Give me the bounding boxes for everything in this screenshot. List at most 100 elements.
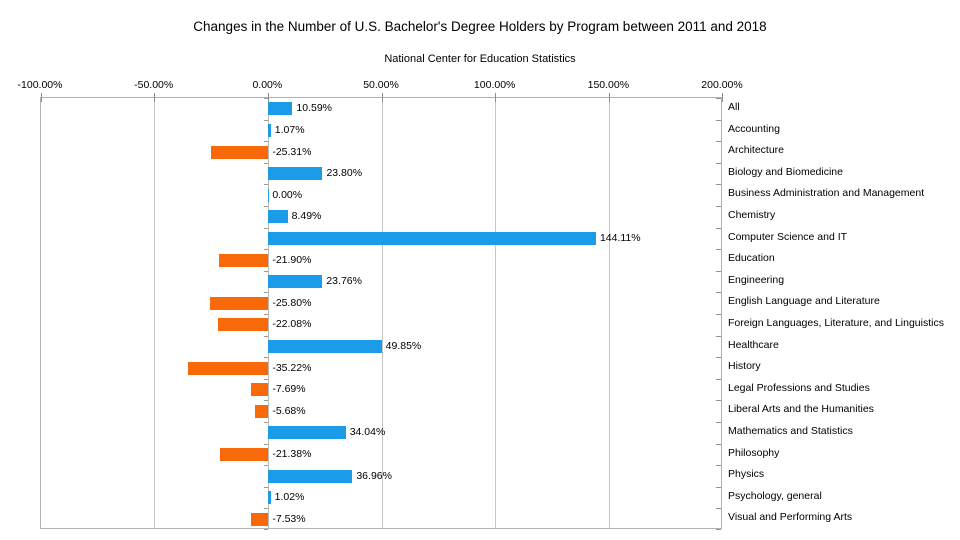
category-label: Visual and Performing Arts: [728, 511, 853, 524]
category-axis-tick: [716, 141, 721, 142]
bar: [251, 512, 269, 526]
gridline: [381, 98, 383, 528]
category-label: Legal Professions and Studies: [728, 381, 870, 394]
zero-axis-tick: [263, 206, 268, 207]
zero-axis-tick: [263, 465, 268, 466]
value-label: -5.68%: [272, 404, 306, 417]
category-label: Philosophy: [728, 446, 780, 459]
zero-axis-tick: [263, 163, 268, 164]
bar: [209, 296, 269, 310]
zero-axis-tick: [263, 120, 268, 121]
zero-axis-tick: [263, 228, 268, 229]
zero-axis-tick: [263, 336, 268, 337]
value-label: 23.76%: [326, 275, 362, 288]
category-label: Business Administration and Management: [728, 187, 925, 200]
bar: [250, 383, 269, 397]
category-label: Healthcare: [728, 338, 779, 351]
x-axis-tick-label: 50.00%: [363, 79, 399, 91]
category-axis-tick: [716, 163, 721, 164]
zero-axis-tick: [263, 292, 268, 293]
category-label: Liberal Arts and the Humanities: [728, 403, 874, 416]
value-label: 8.49%: [291, 210, 322, 223]
category-label: Chemistry: [728, 209, 776, 221]
x-axis-tick-label: -100.00%: [17, 79, 63, 91]
x-axis-tick-label: 200.00%: [701, 79, 743, 91]
value-label: -22.08%: [272, 318, 312, 331]
category-axis-tick: [716, 422, 721, 423]
category-label: Accounting: [728, 122, 780, 135]
value-label: 144.11%: [599, 231, 641, 244]
bar: [268, 231, 596, 245]
category-label: Psychology, general: [728, 489, 822, 502]
bar: [268, 188, 270, 202]
plot-area: 10.59% 1.07% -25.31% 23.80% 0.00% 8.49% 144.11…: [40, 93, 723, 530]
category-axis-tick: [716, 206, 721, 207]
bar: [268, 426, 346, 440]
bar: [188, 361, 269, 375]
category-axis-tick: [716, 184, 721, 185]
zero-axis-tick: [263, 357, 268, 358]
bar: [255, 404, 269, 418]
gridline: [608, 98, 610, 528]
category-axis-tick: [716, 336, 721, 337]
value-label: -25.31%: [272, 145, 312, 158]
category-label: Physics: [728, 468, 765, 481]
x-axis-tick: [495, 93, 497, 102]
zero-axis-tick: [263, 379, 268, 380]
gridline: [154, 98, 156, 528]
bar: [268, 210, 288, 224]
category-label: Mathematics and Statistics: [728, 425, 853, 437]
category-axis-tick: [716, 465, 721, 466]
value-label: -21.38%: [272, 447, 312, 460]
category-axis-tick: [716, 228, 721, 229]
bar: [210, 145, 269, 159]
category-label: Architecture: [728, 144, 785, 157]
value-label: 36.96%: [356, 469, 392, 482]
category-label: Education: [728, 252, 775, 265]
zero-axis-tick: [263, 249, 268, 250]
x-axis-tick: [722, 93, 723, 102]
category-axis-tick: [716, 357, 721, 358]
x-axis-tick-label: 0.00%: [252, 79, 283, 91]
zero-axis-tick: [263, 422, 268, 423]
x-axis-tick-label: 150.00%: [587, 79, 630, 91]
zero-axis-tick: [263, 508, 268, 509]
category-label: Foreign Languages, Literature, and Lingu…: [728, 317, 944, 329]
zero-axis-line: [267, 98, 269, 528]
category-label: Engineering: [728, 273, 785, 286]
category-axis-tick: [716, 292, 721, 293]
category-label: All: [728, 101, 740, 113]
x-axis-tick: [381, 93, 383, 102]
value-label: -7.69%: [272, 383, 306, 396]
bar: [268, 167, 323, 181]
value-label: -25.80%: [272, 296, 312, 309]
chart-title: Changes in the Number of U.S. Bachelor's…: [193, 19, 767, 34]
zero-axis-tick: [263, 529, 268, 530]
x-axis-tick: [41, 93, 42, 102]
bar: [218, 253, 269, 267]
value-label: -21.90%: [272, 253, 312, 266]
value-label: 49.85%: [385, 339, 422, 352]
zero-axis-tick: [263, 184, 268, 185]
zero-axis-tick: [263, 444, 268, 445]
bar: [268, 339, 382, 353]
zero-axis-tick: [263, 314, 268, 315]
value-label: 1.02%: [274, 491, 305, 504]
category-axis-tick: [716, 529, 721, 530]
gridline: [495, 98, 497, 528]
category-label: Biology and Biomedicine: [728, 165, 843, 178]
bar: [268, 275, 323, 289]
zero-axis-tick: [263, 400, 268, 401]
category-axis-tick: [716, 98, 721, 99]
value-label: 10.59%: [296, 102, 333, 115]
bar: [268, 123, 271, 137]
category-label: Computer Science and IT: [728, 230, 848, 243]
zero-axis-tick: [263, 271, 268, 272]
x-axis-tick: [267, 93, 269, 102]
category-axis-tick: [716, 379, 721, 380]
category-axis-tick: [716, 314, 721, 315]
bar: [268, 469, 353, 483]
chart-subtitle: National Center for Education Statistics: [384, 53, 576, 65]
category-axis-tick: [716, 400, 721, 401]
